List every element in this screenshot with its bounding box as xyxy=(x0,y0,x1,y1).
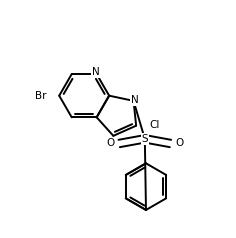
Text: Br: Br xyxy=(35,91,46,101)
Text: Cl: Cl xyxy=(149,119,159,129)
Text: S: S xyxy=(142,134,148,144)
Text: O: O xyxy=(106,139,114,149)
Text: O: O xyxy=(175,139,183,149)
Text: N: N xyxy=(131,95,139,105)
Text: N: N xyxy=(92,67,99,77)
